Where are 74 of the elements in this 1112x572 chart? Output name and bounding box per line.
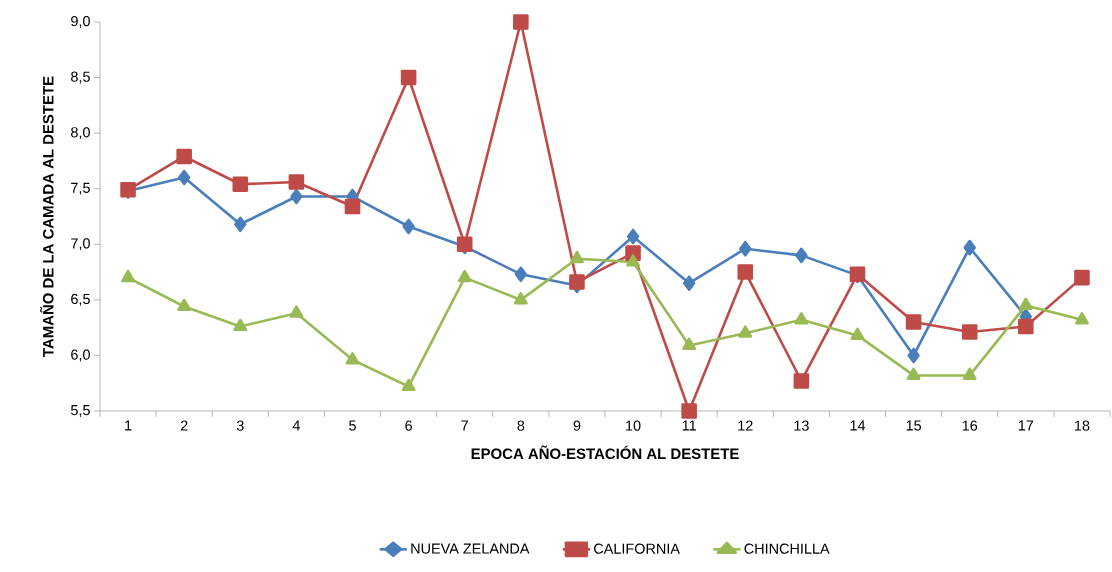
point bbox=[569, 274, 585, 290]
legend-label: CALIFORNIA bbox=[594, 543, 680, 554]
point bbox=[626, 254, 640, 267]
x-tick-label: 8 bbox=[517, 420, 525, 431]
point bbox=[682, 275, 696, 291]
point bbox=[176, 148, 192, 165]
point bbox=[1074, 269, 1090, 286]
point bbox=[290, 188, 303, 205]
point bbox=[177, 298, 192, 312]
legend-label: NUEVA ZELANDA bbox=[411, 543, 530, 554]
point bbox=[345, 352, 360, 365]
y-tick-label: 6,5 bbox=[71, 293, 90, 306]
point bbox=[513, 14, 529, 30]
point bbox=[962, 367, 977, 380]
x-tick-label: 3 bbox=[236, 420, 244, 431]
x-tick-label: 1 bbox=[125, 420, 132, 431]
y-tick-label: 8,5 bbox=[71, 71, 90, 84]
point bbox=[1075, 312, 1089, 325]
x-tick-label: 9 bbox=[573, 420, 581, 431]
y-tick-label: 7,0 bbox=[71, 238, 90, 251]
point bbox=[289, 305, 304, 318]
x-tick-label: 6 bbox=[405, 420, 412, 431]
point bbox=[514, 266, 528, 283]
x-tick-label: 17 bbox=[1018, 420, 1034, 431]
y-tick-label: 8,0 bbox=[71, 127, 90, 140]
x-tick-label: 14 bbox=[850, 420, 866, 431]
point bbox=[907, 347, 920, 364]
point bbox=[344, 198, 361, 215]
y-axis-title: TAMAÑO DE LA CAMADA AL DESTETE bbox=[40, 76, 54, 357]
y-tick-label: 9,0 bbox=[71, 16, 90, 28]
point bbox=[233, 318, 248, 332]
point bbox=[626, 228, 640, 245]
point bbox=[795, 247, 808, 264]
x-tick-label: 2 bbox=[180, 420, 188, 431]
x-tick-label: 16 bbox=[962, 420, 978, 431]
x-tick-label: 12 bbox=[738, 420, 753, 431]
point bbox=[739, 240, 752, 257]
point bbox=[794, 312, 809, 325]
point bbox=[402, 218, 415, 235]
point bbox=[400, 69, 417, 86]
point bbox=[288, 174, 305, 190]
point bbox=[738, 325, 753, 338]
point bbox=[682, 337, 697, 350]
x-tick-label: 5 bbox=[349, 420, 356, 431]
point bbox=[178, 169, 191, 186]
point bbox=[232, 176, 249, 193]
point bbox=[457, 269, 472, 283]
legend-label: CHINCHILLA bbox=[744, 543, 830, 554]
point bbox=[963, 239, 976, 256]
point bbox=[121, 269, 135, 283]
x-tick-label: 13 bbox=[794, 420, 809, 431]
point bbox=[401, 378, 416, 392]
point bbox=[1018, 297, 1033, 310]
point bbox=[513, 292, 528, 305]
point bbox=[570, 250, 584, 264]
point bbox=[961, 324, 978, 340]
point bbox=[793, 373, 810, 389]
point bbox=[234, 216, 247, 233]
x-axis-title: EPOCA AÑO-ESTACIÓN AL DESTETE bbox=[471, 445, 739, 460]
x-tick-label: 11 bbox=[682, 420, 696, 431]
point bbox=[1018, 318, 1034, 335]
y-tick-label: 5,5 bbox=[70, 405, 90, 417]
x-tick-label: 7 bbox=[461, 420, 469, 431]
point bbox=[906, 367, 921, 380]
point bbox=[681, 403, 697, 419]
x-tick-label: 15 bbox=[906, 420, 922, 431]
x-tick-label: 18 bbox=[1074, 420, 1090, 431]
y-tick-label: 6,0 bbox=[71, 349, 90, 362]
point bbox=[905, 314, 922, 330]
point bbox=[850, 327, 865, 340]
y-tick-label: 7,5 bbox=[71, 182, 90, 195]
point bbox=[737, 264, 754, 280]
x-tick-label: 10 bbox=[626, 420, 641, 431]
x-tick-label: 4 bbox=[292, 420, 300, 431]
